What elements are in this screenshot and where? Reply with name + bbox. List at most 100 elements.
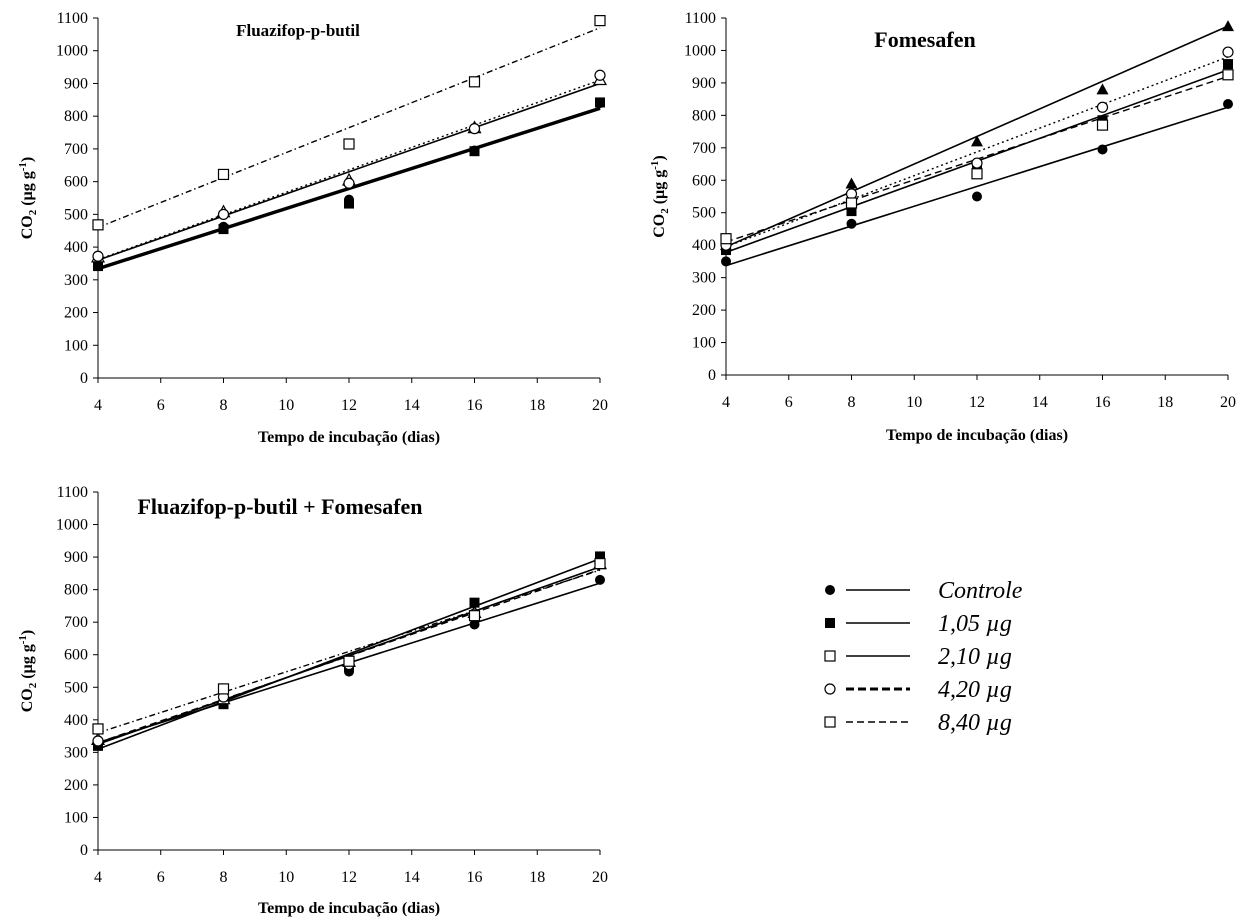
trend-line-5 xyxy=(97,569,601,734)
y-tick-label: 500 xyxy=(692,205,716,222)
y-tick-label: 0 xyxy=(708,367,716,384)
y-axis-label-part: (µg g xyxy=(19,171,36,210)
y-tick-label: 200 xyxy=(64,305,88,322)
y-tick-label: 400 xyxy=(692,237,716,254)
y-axis-label: CO2 (µg g-1) xyxy=(17,157,39,240)
data-point-s1 xyxy=(846,218,857,229)
data-point-s1 xyxy=(469,619,480,630)
y-axis-label-part: CO xyxy=(651,214,668,238)
x-tick-label: 4 xyxy=(722,394,730,411)
legend-label: Controle xyxy=(938,578,1023,604)
y-tick-label: 100 xyxy=(692,335,716,352)
y-tick-label: 400 xyxy=(64,239,88,256)
y-tick-label: 300 xyxy=(64,744,88,761)
y-axis-label-part: 2 xyxy=(27,209,39,215)
y-tick-label: 600 xyxy=(64,647,88,664)
x-tick-label: 14 xyxy=(404,397,420,414)
legend-label: 4,20 µg xyxy=(938,677,1012,703)
trend-line-2 xyxy=(97,557,601,750)
chart-panel-2: 0 100 200 300 400 500 600 700 800 900 1000 1100 4 6 8 1… xyxy=(649,10,1236,444)
legend-label: 1,05 µg xyxy=(938,611,1012,637)
y-tick-label: 700 xyxy=(64,141,88,158)
x-tick-label: 14 xyxy=(1032,394,1048,411)
x-tick-label: 6 xyxy=(157,869,165,886)
x-tick-label: 16 xyxy=(1095,394,1111,411)
data-point-s2 xyxy=(93,261,103,272)
y-tick-label: 1100 xyxy=(57,10,88,27)
y-tick-label: 500 xyxy=(64,679,88,696)
data-point-s4 xyxy=(1222,46,1234,58)
y-axis-label-part: (µg g xyxy=(651,170,668,209)
data-point-s5 xyxy=(468,76,481,88)
x-tick-label: 16 xyxy=(467,397,483,414)
data-point-s1 xyxy=(1223,99,1233,110)
trend-line-4 xyxy=(725,56,1229,248)
y-axis-label-part: (µg g xyxy=(19,644,36,683)
data-point-s2 xyxy=(595,97,605,108)
chart-panel-1: 0 100 200 300 400 500 600 700 800 900 1000 1100 4 6 8 1… xyxy=(17,10,608,446)
y-tick-label: 1100 xyxy=(57,484,88,501)
x-tick-label: 10 xyxy=(278,869,294,886)
data-point-s4 xyxy=(92,250,104,262)
data-point-s5 xyxy=(845,197,858,209)
y-tick-label: 1100 xyxy=(685,10,716,27)
data-point-s5 xyxy=(594,15,606,27)
data-point-s4 xyxy=(594,69,606,81)
y-tick-label: 800 xyxy=(64,108,88,125)
data-point-s4 xyxy=(92,735,104,747)
data-point-s4 xyxy=(343,177,355,189)
y-axis-label-part: -1 xyxy=(17,635,29,644)
data-point-s2 xyxy=(218,224,229,235)
data-point-s5 xyxy=(468,610,481,622)
y-tick-label: 400 xyxy=(64,712,88,729)
x-tick-label: 10 xyxy=(278,397,294,414)
data-point-s5 xyxy=(343,655,355,667)
y-axis-label-part: CO xyxy=(19,688,36,712)
y-axis-label-part: -1 xyxy=(649,161,661,170)
x-tick-label: 4 xyxy=(94,869,102,886)
legend: Controle 1,05 µg 2,10 µg 4,20 µg 8,40 µg xyxy=(824,578,1023,736)
data-point-s5 xyxy=(971,168,983,180)
y-tick-label: 500 xyxy=(64,206,88,223)
data-point-s2 xyxy=(344,198,354,209)
x-tick-label: 12 xyxy=(341,869,357,886)
y-tick-label: 1000 xyxy=(684,42,716,59)
y-tick-label: 1000 xyxy=(56,43,88,60)
y-tick-label: 100 xyxy=(64,809,88,826)
trend-line-5 xyxy=(97,27,601,229)
x-tick-label: 8 xyxy=(220,869,228,886)
y-axis-label-part: 2 xyxy=(659,208,671,214)
y-tick-label: 600 xyxy=(64,174,88,191)
y-tick-label: 0 xyxy=(80,842,88,859)
y-tick-label: 900 xyxy=(692,75,716,92)
y-axis-label-part: 2 xyxy=(27,682,39,688)
y-tick-label: 800 xyxy=(64,582,88,599)
y-tick-label: 1000 xyxy=(56,517,88,534)
data-point-s4 xyxy=(1096,101,1109,113)
data-point-s5 xyxy=(343,138,355,150)
data-point-s4 xyxy=(468,123,481,135)
y-tick-label: 300 xyxy=(692,270,716,287)
data-point-s2 xyxy=(1223,59,1233,70)
legend-marker xyxy=(825,585,835,595)
y-tick-label: 300 xyxy=(64,272,88,289)
y-tick-label: 800 xyxy=(692,107,716,124)
data-point-s4 xyxy=(217,208,230,220)
y-tick-label: 200 xyxy=(692,302,716,319)
data-point-s3 xyxy=(845,177,858,189)
chart-panel-3: 0 100 200 300 400 500 600 700 800 900 1000 1100 4 6 8 1… xyxy=(17,484,608,917)
x-tick-label: 12 xyxy=(341,397,357,414)
x-tick-label: 6 xyxy=(157,397,165,414)
y-tick-label: 0 xyxy=(80,370,88,387)
data-point-s5 xyxy=(594,557,606,570)
data-point-s3 xyxy=(1222,20,1234,32)
y-axis-label-part: ) xyxy=(651,155,668,160)
y-tick-label: 700 xyxy=(692,140,716,157)
x-tick-label: 20 xyxy=(592,869,608,886)
data-point-s2 xyxy=(469,146,480,157)
x-axis-label: Tempo de incubação (dias) xyxy=(258,900,440,917)
y-axis-label-part: ) xyxy=(19,157,36,162)
legend-marker xyxy=(824,650,836,662)
panel-title: Fluazifop-p-butil xyxy=(236,21,360,40)
